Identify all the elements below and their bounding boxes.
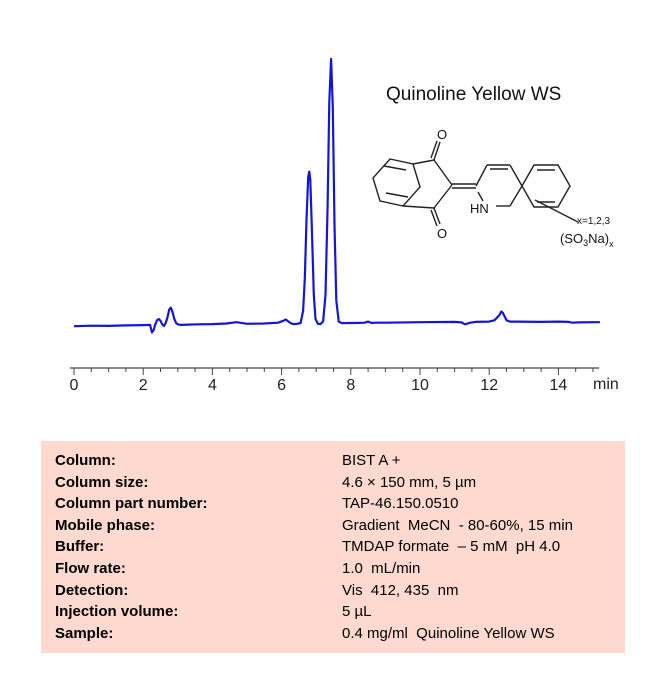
series-line xyxy=(73,57,600,334)
info-label: Injection volume: xyxy=(55,603,179,621)
info-label: Sample: xyxy=(55,624,114,642)
info-label: Detection: xyxy=(55,581,129,599)
x-axis-ticks: 0 2 4 6 8 10 12 14 xyxy=(70,368,594,394)
info-row: Mobile phase: Gradient MeCN - 80-60%, 15 … xyxy=(55,515,625,537)
x-tick-label: 6 xyxy=(277,377,286,394)
info-label: Buffer: xyxy=(55,538,105,556)
info-value: Gradient MeCN - 80-60%, 15 min xyxy=(342,516,573,534)
info-label: Column part number: xyxy=(55,495,208,513)
oxygen-label-bottom: O xyxy=(437,226,447,241)
info-row: Sample: 0.4 mg/ml Quinoline Yellow WS xyxy=(55,623,625,645)
info-value: Vis 412, 435 nm xyxy=(342,581,459,599)
x-tick-label: 2 xyxy=(139,377,148,394)
x-axis-label: min xyxy=(593,376,619,393)
x-tick-label: 14 xyxy=(550,377,568,394)
info-label: Column size: xyxy=(55,473,149,491)
method-info-rows: Column: BIST A + Column size: 4.6 × 150 mm,… xyxy=(55,450,625,644)
info-row: Buffer: TMDAP formate – 5 mM pH 4.0 xyxy=(55,536,625,558)
info-label: Mobile phase: xyxy=(55,516,156,534)
x-tick-label: 8 xyxy=(346,377,355,394)
info-value: BIST A + xyxy=(342,452,401,469)
info-value: 5 µL xyxy=(342,603,372,621)
substituent-label: (SO3Na)x xyxy=(560,231,614,249)
oxygen-label-top: O xyxy=(437,127,447,142)
chart-title: Quinoline Yellow WS xyxy=(386,84,561,105)
nh-label: HN xyxy=(470,201,489,216)
info-row: Injection volume: 5 µL xyxy=(55,601,625,623)
info-label: Flow rate: xyxy=(55,559,126,577)
info-value: 4.6 × 150 mm, 5 µm xyxy=(342,473,477,491)
x-tick-label: 10 xyxy=(411,377,429,394)
info-row: Detection: Vis 412, 435 nm xyxy=(55,580,625,602)
info-value: TMDAP formate – 5 mM pH 4.0 xyxy=(342,538,561,556)
info-row: Column size: 4.6 × 150 mm, 5 µm xyxy=(55,472,625,494)
chromatogram-chart: Quinoline Yellow WS O O HN xyxy=(70,57,619,394)
info-row: Flow rate: 1.0 mL/min xyxy=(55,558,625,580)
x-tick-label: 0 xyxy=(70,377,79,394)
method-info-panel: Column: BIST A + Column size: 4.6 × 150 mm,… xyxy=(41,441,625,653)
molecule-structure xyxy=(372,140,579,227)
x-range-label: x=1,2,3 xyxy=(577,216,611,227)
x-tick-label: 12 xyxy=(480,377,498,394)
info-value: 0.4 mg/ml Quinoline Yellow WS xyxy=(342,624,555,642)
x-tick-label: 4 xyxy=(208,377,217,394)
info-row: Column part number: TAP-46.150.0510 xyxy=(55,493,625,515)
info-value: 1.0 mL/min xyxy=(342,559,421,577)
info-row: Column: BIST A + xyxy=(55,450,625,472)
info-value: TAP-46.150.0510 xyxy=(342,495,459,513)
info-label: Column: xyxy=(55,452,116,469)
